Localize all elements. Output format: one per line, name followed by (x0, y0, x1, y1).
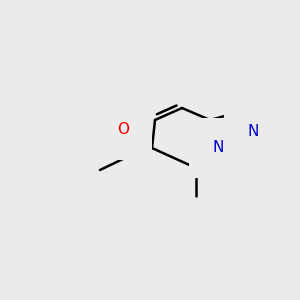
Text: N: N (212, 140, 224, 155)
Text: N: N (247, 124, 259, 140)
Text: O: O (117, 122, 129, 137)
